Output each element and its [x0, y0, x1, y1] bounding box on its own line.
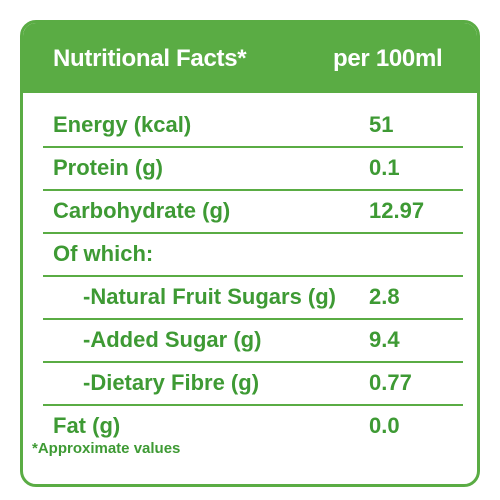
serving-unit: per 100ml [333, 45, 443, 72]
nutrient-value: 0.1 [369, 155, 400, 180]
footnote: *Approximate values [32, 440, 181, 457]
nutrient-label: Energy (kcal) [53, 112, 192, 137]
nutrient-value: 9.4 [369, 327, 400, 352]
nutrition-header: Nutritional Facts* per 100ml [23, 23, 477, 93]
nutrient-value: 0.0 [369, 413, 400, 438]
nutrient-row-energy: Energy (kcal) 51 [43, 105, 463, 148]
nutrient-value: 0.77 [369, 370, 412, 395]
nutrient-row-dietary-fibre: -Dietary Fibre (g) 0.77 [43, 363, 463, 406]
nutrition-title: Nutritional Facts* [53, 45, 247, 72]
nutrient-label: -Added Sugar (g) [83, 327, 262, 352]
nutrient-value: 51 [369, 112, 394, 137]
nutrient-label: Of which: [53, 241, 154, 266]
nutrition-facts-panel: Nutritional Facts* per 100ml Energy (kca… [20, 20, 480, 487]
nutrient-label: Carbohydrate (g) [53, 198, 231, 223]
nutrient-value: 2.8 [369, 284, 400, 309]
nutrient-label: -Dietary Fibre (g) [83, 370, 260, 395]
nutrient-row-natural-fruit-sugars: -Natural Fruit Sugars (g) 2.8 [43, 277, 463, 320]
nutrient-row-fat: Fat (g) 0.0 [43, 406, 463, 447]
nutrient-label: Protein (g) [53, 155, 163, 180]
nutrient-row-added-sugar: -Added Sugar (g) 9.4 [43, 320, 463, 363]
nutrient-row-carbohydrate: Carbohydrate (g) 12.97 [43, 191, 463, 234]
nutrient-label: -Natural Fruit Sugars (g) [83, 284, 337, 309]
nutrient-label: Fat (g) [53, 413, 121, 438]
nutrition-table: Energy (kcal) 51 Protein (g) 0.1 Carbohy… [43, 105, 463, 447]
nutrient-row-protein: Protein (g) 0.1 [43, 148, 463, 191]
nutrient-row-of-which: Of which: [43, 234, 463, 277]
nutrient-value: 12.97 [369, 198, 425, 223]
